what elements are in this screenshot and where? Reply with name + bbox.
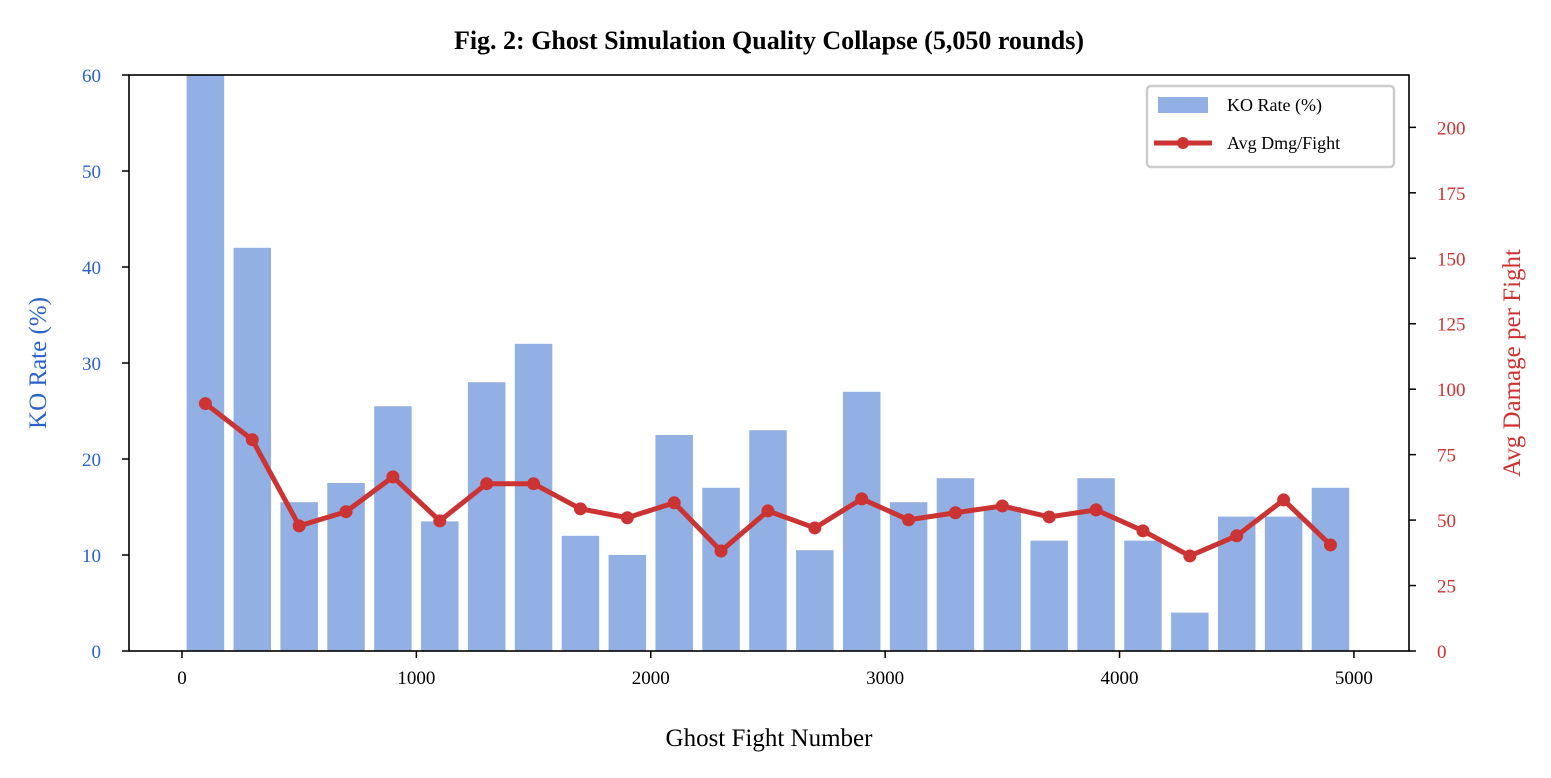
line-point <box>667 496 681 510</box>
bar <box>983 507 1022 651</box>
bar <box>1171 612 1209 651</box>
y-right-tick-label: 200 <box>1437 118 1466 139</box>
y-right-tick-label: 75 <box>1437 446 1456 467</box>
line-point <box>1277 493 1291 507</box>
y-right-tick-label: 125 <box>1437 315 1466 336</box>
legend-label-ko-rate: KO Rate (%) <box>1227 95 1322 116</box>
y-left-tick-label: 0 <box>92 642 102 663</box>
line-point <box>620 511 634 525</box>
legend-label-avg-dmg: Avg Dmg/Fight <box>1227 133 1340 153</box>
bar <box>467 382 506 651</box>
bar <box>608 555 647 651</box>
y-right-tick-label: 100 <box>1437 380 1466 401</box>
bar <box>1311 487 1350 651</box>
bar <box>749 430 787 651</box>
x-tick-label: 0 <box>177 668 187 689</box>
bar <box>186 75 225 651</box>
bar <box>936 478 975 651</box>
y-right-tick-label: 25 <box>1437 577 1456 598</box>
y-axis-left-label: KO Rate (%) <box>25 297 52 429</box>
y-axis-right-label: Avg Damage per Fight <box>1499 249 1526 477</box>
bar <box>1124 540 1162 651</box>
bar <box>702 487 740 651</box>
legend-bar-swatch <box>1158 97 1208 113</box>
line-point <box>480 477 494 491</box>
line-point <box>808 521 822 535</box>
bar <box>1030 540 1068 651</box>
x-axis-label: Ghost Fight Number <box>666 725 874 752</box>
legend-line-marker <box>1177 137 1189 149</box>
bar <box>842 391 881 651</box>
line-point <box>292 519 306 533</box>
legend: KO Rate (%) Avg Dmg/Fight <box>1145 84 1396 169</box>
x-tick-label: 4000 <box>1101 668 1139 689</box>
y-right-tick-label: 50 <box>1437 511 1456 532</box>
line-point <box>714 544 728 558</box>
x-tick-label: 5000 <box>1335 668 1373 689</box>
line-point <box>339 505 353 519</box>
line-point <box>573 502 587 516</box>
bar <box>374 406 412 651</box>
bar <box>796 550 834 651</box>
line-point <box>198 397 212 411</box>
x-tick-label: 3000 <box>866 668 904 689</box>
y-right-tick-label: 150 <box>1437 249 1466 270</box>
line-point <box>1089 503 1103 517</box>
line-point <box>995 499 1009 513</box>
line-point <box>761 504 775 518</box>
bar <box>561 535 600 651</box>
bar <box>514 343 553 651</box>
line-point <box>1230 529 1244 543</box>
y-right-tick-label: 175 <box>1437 184 1466 205</box>
line-point <box>245 433 259 447</box>
line-point <box>1323 538 1337 552</box>
y-right-tick-label: 0 <box>1437 642 1447 663</box>
y-left-tick-label: 10 <box>82 546 101 567</box>
line-point <box>1136 524 1150 538</box>
y-left-tick-label: 30 <box>82 354 101 375</box>
line-point <box>1183 549 1197 563</box>
y-left-tick-label: 60 <box>82 66 101 87</box>
line-point <box>1042 510 1056 524</box>
y-left-tick-label: 40 <box>82 258 101 279</box>
bar <box>233 247 272 652</box>
line-point <box>527 477 541 491</box>
line-point <box>855 492 869 506</box>
bar <box>421 521 459 651</box>
x-tick-label: 2000 <box>632 668 670 689</box>
line-point <box>433 514 447 528</box>
bar <box>889 502 928 651</box>
line-point <box>902 513 916 527</box>
line-point <box>386 470 400 484</box>
y-left-tick-label: 20 <box>82 450 101 471</box>
bar <box>655 435 693 651</box>
chart-title: Fig. 2: Ghost Simulation Quality Collaps… <box>454 26 1084 55</box>
x-tick-label: 1000 <box>397 668 435 689</box>
bar <box>1264 516 1303 651</box>
y-left-tick-label: 50 <box>82 162 101 183</box>
line-point <box>948 506 962 520</box>
